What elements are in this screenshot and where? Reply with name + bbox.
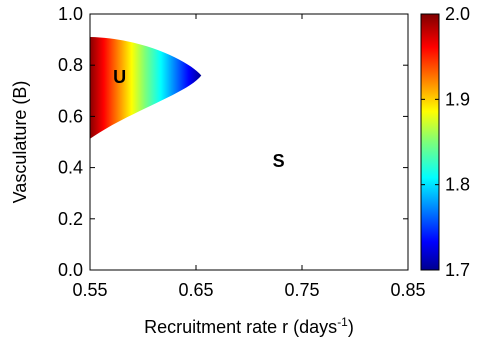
colorbar-tick-label: 2.0 [445,4,470,24]
x-tick-label: 0.55 [72,280,107,300]
x-tick-label: 0.85 [390,280,425,300]
unstable-region [90,37,202,139]
y-tick-label: 1.0 [58,4,83,24]
x-axis-label-superscript: -1 [337,315,348,329]
stable-region-label: S [273,151,285,171]
colorbar-tick-label: 1.9 [445,89,470,109]
plot-frame [89,13,409,271]
x-axis-label: Recruitment rate r (days-1) [144,315,354,337]
x-axis-label-main: Recruitment rate r (days [144,317,337,337]
x-axis: 0.55 0.65 0.75 0.85 [72,14,426,300]
plot-area: U S [89,13,409,271]
colorbar-ticks: 1.7 1.8 1.9 2.0 [421,4,470,280]
y-tick-label: 0.0 [58,260,83,280]
y-axis: 0.0 0.2 0.4 0.6 0.8 1.0 [58,4,408,280]
y-tick-label: 0.8 [58,55,83,75]
colorbar-gradient [420,13,440,271]
colorbar: 1.7 1.8 1.9 2.0 [420,4,470,280]
colorbar-tick-label: 1.7 [445,260,470,280]
y-axis-label: Vasculature (B) [10,81,30,204]
x-tick-label: 0.75 [284,280,319,300]
y-tick-label: 0.6 [58,106,83,126]
x-axis-label-suffix: ) [348,317,354,337]
x-tick-label: 0.65 [178,280,213,300]
unstable-region-label: U [113,67,126,87]
y-tick-label: 0.2 [58,209,83,229]
colorbar-tick-label: 1.8 [445,175,470,195]
y-tick-label: 0.4 [58,158,83,178]
